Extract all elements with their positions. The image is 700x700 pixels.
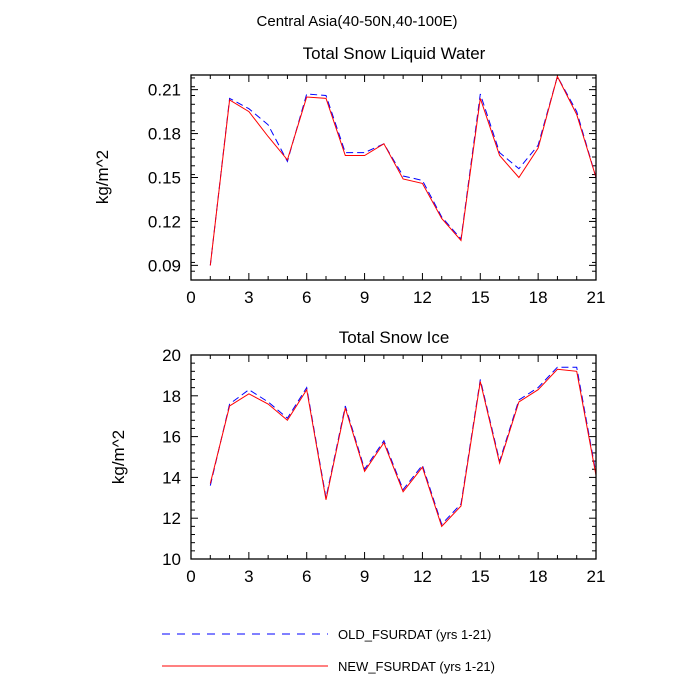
x-tick-label: 12 <box>413 288 432 307</box>
series-line-old-fsurdat <box>209 366 597 526</box>
tick-group: 0 3 6 9 12 15 18 21 10 12 14 16 18 20 <box>162 346 605 586</box>
y-tick-label: 0.21 <box>148 81 181 100</box>
y-tick-label: 18 <box>162 387 181 406</box>
y-tick-label: 0.09 <box>148 256 181 275</box>
y-tick-label: 0.15 <box>148 169 181 188</box>
panel-snow-liquid-water: Total Snow Liquid Water kg/m^2 0 3 6 9 12 15 1… <box>93 44 605 307</box>
y-tick-label: 10 <box>162 550 181 569</box>
y-tick-label: 12 <box>162 509 181 528</box>
x-tick-label: 0 <box>186 288 195 307</box>
y-tick-label: 16 <box>162 428 181 447</box>
panel-snow-ice: Total Snow Ice kg/m^2 0 3 6 9 12 15 18 21 10 12 14… <box>109 328 605 586</box>
series-group <box>209 75 597 266</box>
x-tick-label: 21 <box>587 288 606 307</box>
series-line-new-fsurdat <box>209 368 597 528</box>
panel-title: Total Snow Liquid Water <box>303 44 486 63</box>
x-tick-label: 6 <box>302 567 311 586</box>
legend-label-old: OLD_FSURDAT (yrs 1-21) <box>338 627 491 642</box>
x-tick-label: 9 <box>360 567 369 586</box>
legend: OLD_FSURDAT (yrs 1-21) NEW_FSURDAT (yrs … <box>162 627 495 674</box>
x-tick-label: 3 <box>244 288 253 307</box>
y-tick-label: 14 <box>162 468 181 487</box>
plot-frame <box>190 354 597 560</box>
y-axis-title: kg/m^2 <box>109 430 128 484</box>
x-tick-label: 9 <box>360 288 369 307</box>
series-line-old-fsurdat <box>209 75 597 266</box>
x-tick-label: 3 <box>244 567 253 586</box>
y-axis-title: kg/m^2 <box>93 150 112 204</box>
y-tick-label: 0.12 <box>148 212 181 231</box>
legend-label-new: NEW_FSURDAT (yrs 1-21) <box>338 659 495 674</box>
x-tick-label: 18 <box>529 288 548 307</box>
panel-title: Total Snow Ice <box>339 328 450 347</box>
tick-group: 0 3 6 9 12 15 18 21 0.09 0.12 0.15 0.18 0.21 <box>148 75 606 307</box>
x-tick-label: 18 <box>529 567 548 586</box>
x-tick-label: 12 <box>413 567 432 586</box>
series-line-new-fsurdat <box>209 75 597 266</box>
figure-title: Central Asia(40-50N,40-100E) <box>257 13 458 30</box>
x-tick-label: 15 <box>471 567 490 586</box>
series-group <box>209 366 597 528</box>
y-tick-label: 0.18 <box>148 125 181 144</box>
x-tick-label: 21 <box>587 567 606 586</box>
x-tick-label: 0 <box>186 567 195 586</box>
plot-frame <box>190 74 597 281</box>
x-tick-label: 15 <box>471 288 490 307</box>
x-tick-label: 6 <box>302 288 311 307</box>
y-tick-label: 20 <box>162 346 181 365</box>
